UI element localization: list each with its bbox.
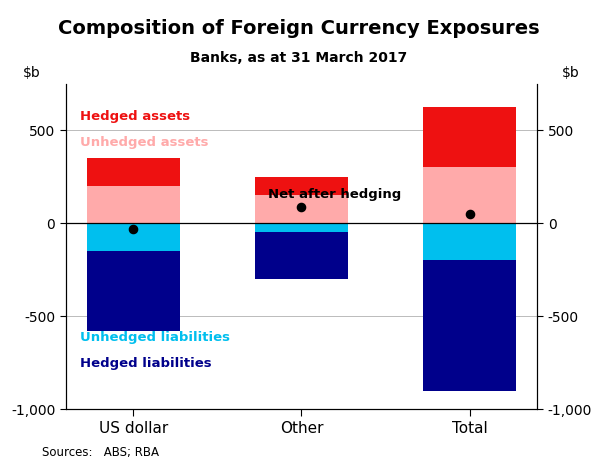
Bar (256, 177, 347, 195)
Text: Hedged assets: Hedged assets (80, 110, 190, 123)
Text: Net after hedging: Net after hedging (269, 188, 402, 201)
Point (128, 225, 138, 232)
Point (465, 210, 475, 218)
Bar (423, 223, 516, 260)
Bar (87, 158, 180, 186)
Bar (256, 195, 347, 223)
Text: Unhedged assets: Unhedged assets (80, 136, 208, 149)
Text: Hedged liabilities: Hedged liabilities (80, 357, 211, 370)
Bar (423, 107, 516, 167)
Text: $b: $b (23, 66, 41, 80)
Bar (87, 251, 180, 331)
Text: Composition of Foreign Currency Exposures: Composition of Foreign Currency Exposure… (58, 19, 539, 38)
Bar (256, 232, 347, 279)
Bar (423, 260, 516, 391)
Bar (423, 167, 516, 223)
Text: Unhedged liabilities: Unhedged liabilities (80, 331, 230, 344)
Point (297, 204, 306, 211)
Text: Sources:   ABS; RBA: Sources: ABS; RBA (42, 445, 159, 458)
Bar (87, 223, 180, 251)
Text: Banks, as at 31 March 2017: Banks, as at 31 March 2017 (190, 51, 407, 65)
Text: $b: $b (562, 66, 580, 80)
Bar (87, 186, 180, 223)
Bar (256, 223, 347, 232)
